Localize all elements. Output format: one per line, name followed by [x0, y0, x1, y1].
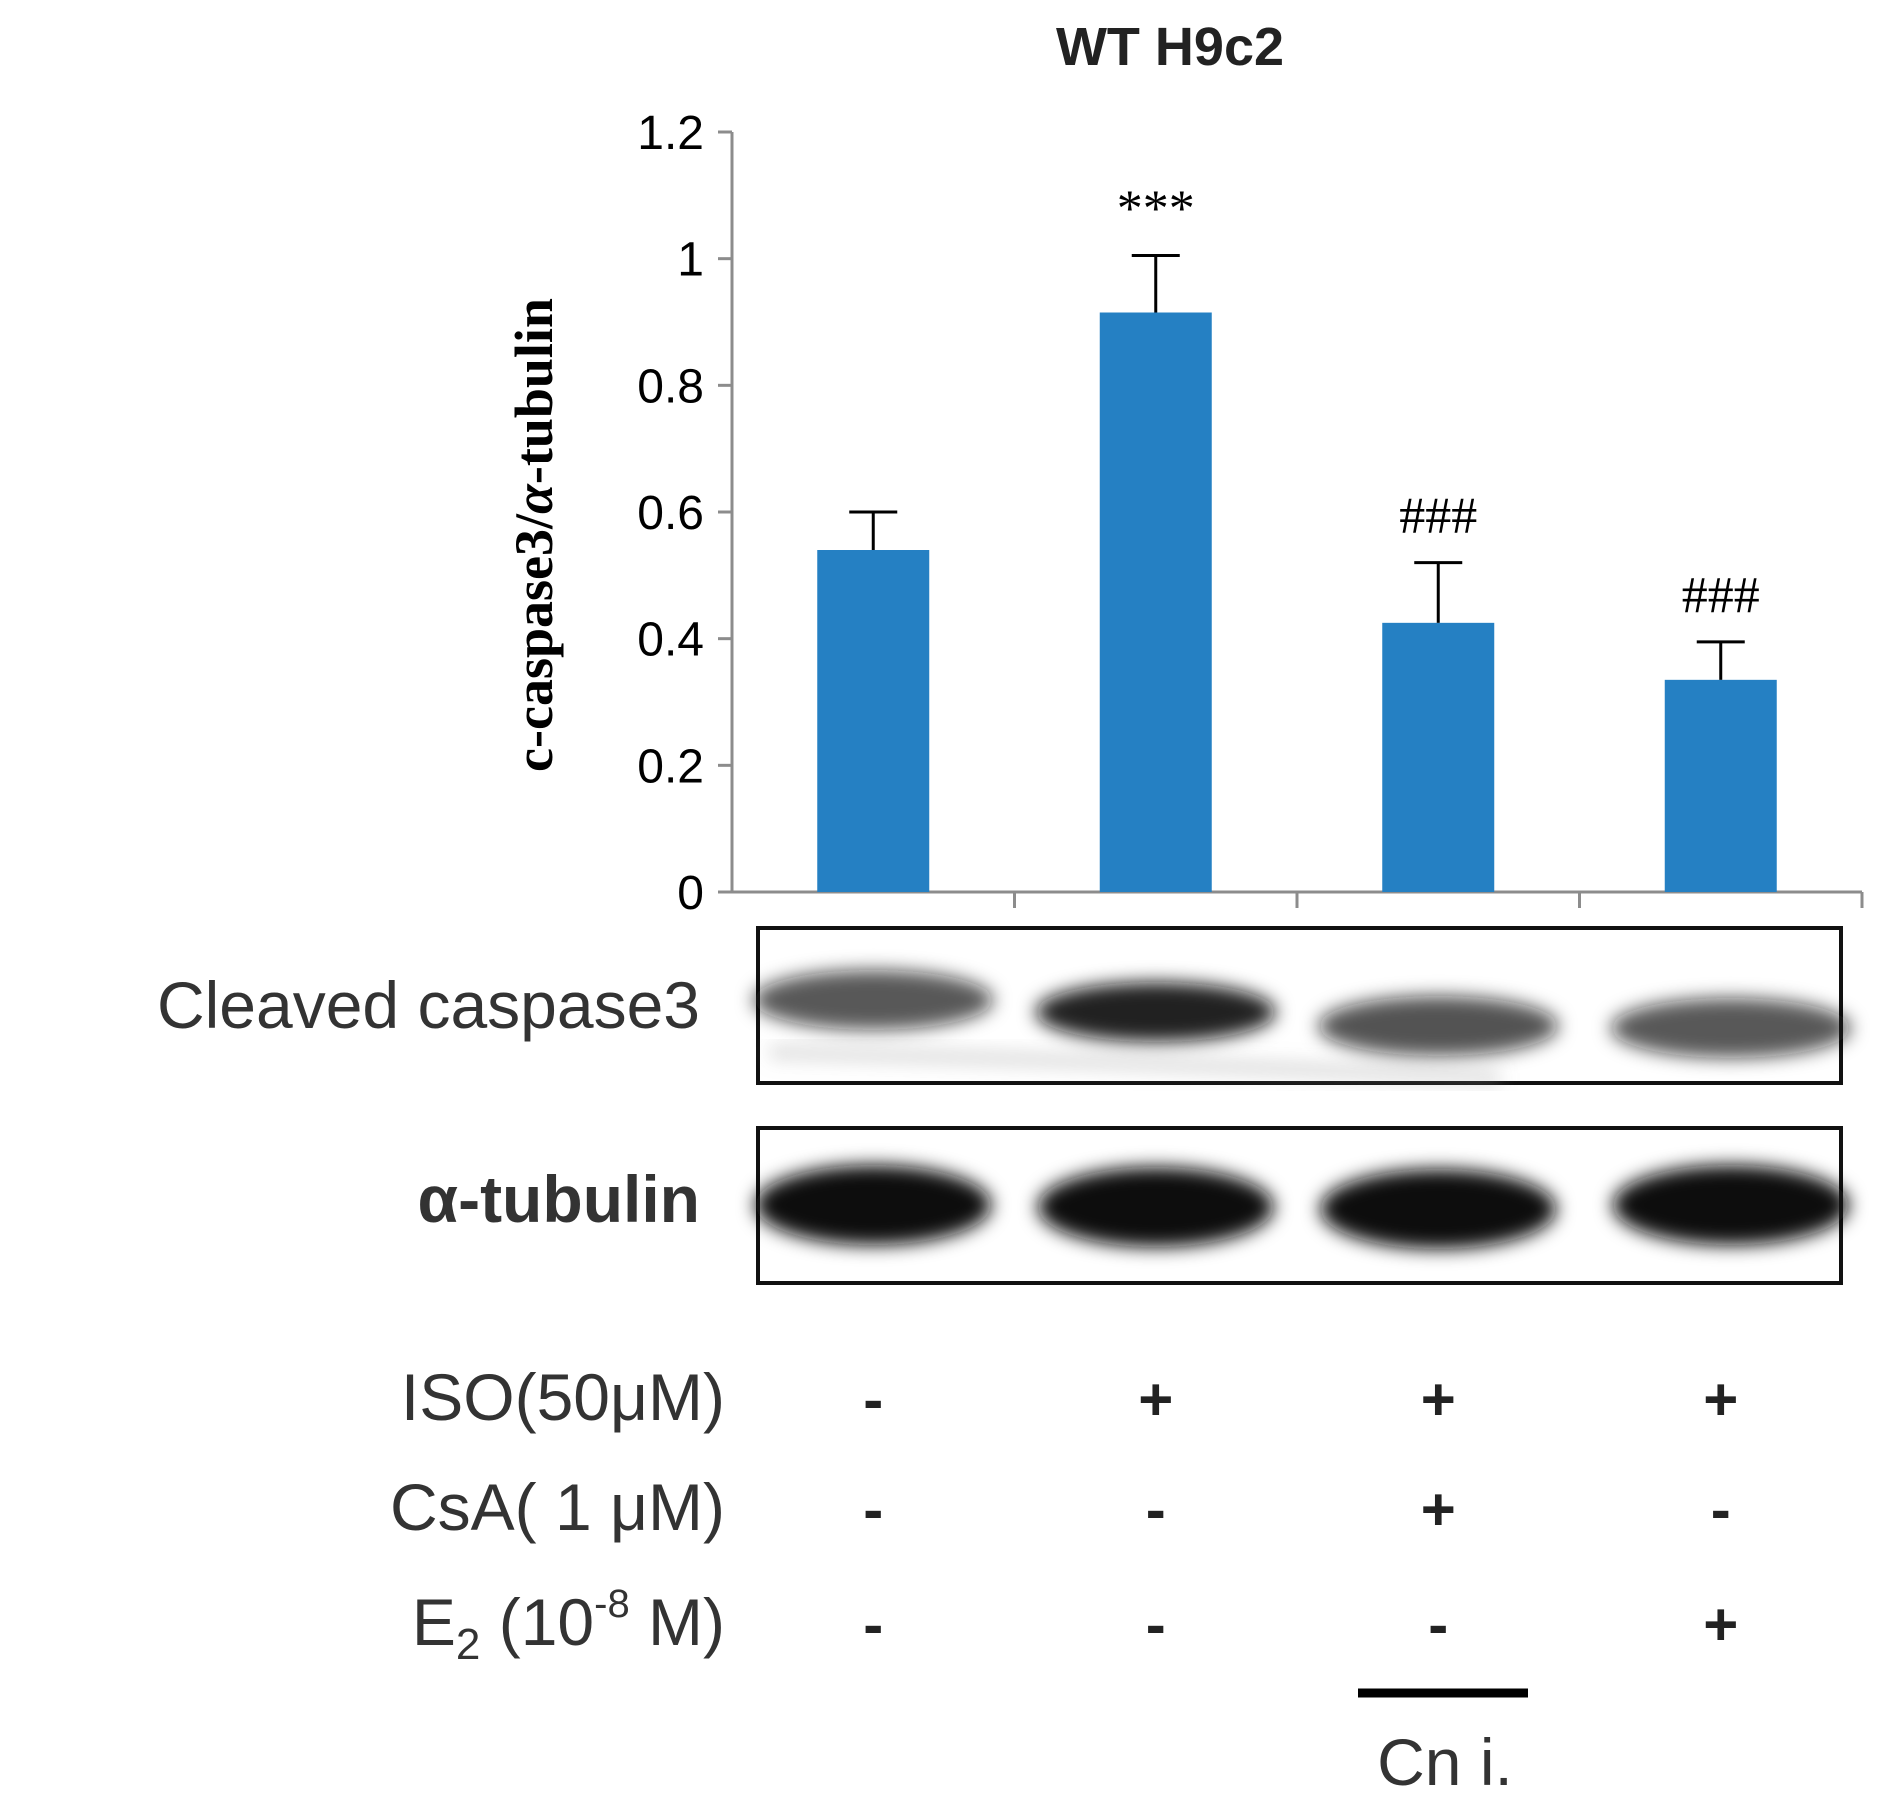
y-ticks: 0 0.2 0.4 0.6 0.8 1 1.2 [637, 107, 732, 920]
y-axis-label: c-caspase3/α-tubulin [504, 298, 564, 772]
y-tick-label: 1.2 [637, 107, 704, 160]
treatment-signs: - + + + - - + - - - - + [863, 1366, 1738, 1658]
bar [817, 550, 930, 892]
y-tick-label: 0.6 [637, 487, 704, 540]
e2-subscript: 2 [456, 1620, 480, 1669]
minus-sign: - [863, 1476, 883, 1543]
bar [1099, 312, 1212, 892]
y-tick-label: 0.2 [637, 740, 704, 793]
blot-band [1610, 998, 1851, 1058]
treatment-label-e2: E2 (10-8 M) [412, 1582, 725, 1669]
plus-sign: + [1703, 1366, 1738, 1433]
y-axis-label-alpha: α [504, 483, 564, 514]
treatment-label-csa: CsA( 1 μM) [390, 1470, 725, 1544]
y-tick-label: 1 [677, 234, 704, 287]
e2-exponent: -8 [594, 1582, 630, 1626]
blot-band [1612, 1165, 1849, 1245]
plus-sign: + [1421, 1366, 1456, 1433]
y-tick-label: 0.8 [637, 360, 704, 413]
bar [1382, 622, 1495, 892]
minus-sign: - [1146, 1476, 1166, 1543]
minus-sign: - [863, 1366, 883, 1433]
blot-band [1037, 1167, 1274, 1247]
y-axis-label-part2: -tubulin [504, 298, 564, 484]
y-axis-label-part1: c-caspase3/ [504, 513, 564, 772]
minus-sign: - [1711, 1476, 1731, 1543]
minus-sign: - [863, 1591, 883, 1658]
y-tick-label: 0 [677, 867, 704, 920]
minus-sign: - [1146, 1591, 1166, 1658]
bar [1664, 679, 1777, 892]
blot-band [755, 1165, 992, 1245]
blot-streak [769, 1045, 1501, 1085]
significance-label: ### [1399, 488, 1477, 545]
blot-band [753, 970, 994, 1030]
plus-sign: + [1421, 1476, 1456, 1543]
blot-band [1320, 1169, 1557, 1249]
plus-sign: + [1138, 1366, 1173, 1433]
blot-band [1035, 982, 1276, 1042]
bars: *** ### ### [817, 181, 1777, 892]
significance-label: ### [1682, 567, 1760, 624]
significance-label: *** [1117, 181, 1195, 238]
blot-band [1318, 996, 1559, 1056]
blot-bands [753, 970, 1851, 1249]
blot-label-cleaved-caspase3: Cleaved caspase3 [157, 968, 700, 1042]
e2-conc-open: (10 [480, 1585, 594, 1659]
cn-inhibitor-label: Cn i. [1377, 1725, 1513, 1799]
minus-sign: - [1428, 1591, 1448, 1658]
treatment-label-iso: ISO(50μM) [401, 1360, 725, 1434]
y-tick-label: 0.4 [637, 614, 704, 667]
chart-title: WT H9c2 [1056, 17, 1284, 77]
e2-letter: E [412, 1585, 456, 1659]
blot-label-alpha-tubulin: α-tubulin [418, 1162, 700, 1236]
plus-sign: + [1703, 1591, 1738, 1658]
x-ticks [1013, 892, 1864, 908]
e2-conc-close: M) [630, 1585, 725, 1659]
